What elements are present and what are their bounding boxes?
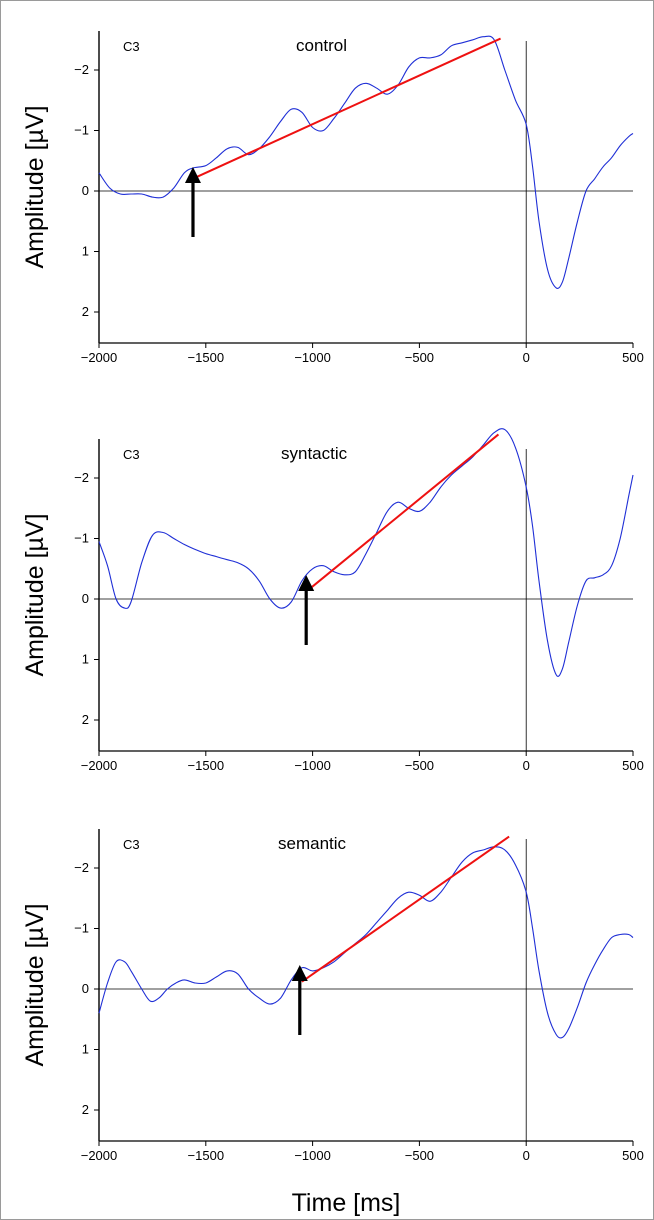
x-tick-label: −2000	[81, 1148, 118, 1163]
erp-waveform-syntactic	[99, 429, 633, 677]
erp-waveform-control	[99, 36, 633, 288]
y-tick-label: 2	[82, 1102, 89, 1117]
x-tick-label: 500	[622, 1148, 644, 1163]
x-axis-title: Time [ms]	[292, 1189, 401, 1217]
y-tick-label: −1	[74, 531, 89, 546]
y-tick-label: −2	[74, 860, 89, 875]
x-tick-label: −1500	[188, 350, 225, 365]
x-tick-label: −500	[405, 350, 434, 365]
y-tick-label: −1	[74, 123, 89, 138]
x-tick-label: −2000	[81, 758, 118, 773]
x-tick-label: −1500	[188, 1148, 225, 1163]
channel-label: C3	[123, 39, 140, 54]
y-tick-label: 2	[82, 712, 89, 727]
erp-waveform-semantic	[99, 847, 633, 1038]
y-tick-label: 1	[82, 652, 89, 667]
panel-title: syntactic	[281, 444, 348, 463]
regression-line-control	[195, 39, 500, 178]
y-tick-label: 0	[82, 183, 89, 198]
x-tick-label: −2000	[81, 350, 118, 365]
onset-arrow-head	[292, 965, 308, 981]
y-tick-label: 2	[82, 304, 89, 319]
x-tick-label: 500	[622, 350, 644, 365]
x-tick-label: −500	[405, 1148, 434, 1163]
y-tick-label: −2	[74, 62, 89, 77]
y-tick-label: 0	[82, 981, 89, 996]
x-tick-label: −1000	[294, 350, 331, 365]
y-axis-title: Amplitude [µV]	[21, 903, 49, 1066]
x-tick-label: −500	[405, 758, 434, 773]
y-tick-label: 1	[82, 1042, 89, 1057]
regression-line-semantic	[302, 837, 509, 982]
y-axis-title: Amplitude [µV]	[21, 105, 49, 268]
y-tick-label: 1	[82, 244, 89, 259]
y-tick-label: 0	[82, 591, 89, 606]
x-tick-label: −1500	[188, 758, 225, 773]
y-tick-label: −2	[74, 470, 89, 485]
x-tick-label: 0	[523, 350, 530, 365]
y-tick-label: −1	[74, 921, 89, 936]
panel-title: semantic	[278, 834, 347, 853]
x-tick-label: 500	[622, 758, 644, 773]
channel-label: C3	[123, 447, 140, 462]
x-tick-label: 0	[523, 1148, 530, 1163]
panel-title: control	[296, 36, 347, 55]
x-tick-label: 0	[523, 758, 530, 773]
x-tick-label: −1000	[294, 758, 331, 773]
y-axis-title: Amplitude [µV]	[21, 513, 49, 676]
x-tick-label: −1000	[294, 1148, 331, 1163]
channel-label: C3	[123, 837, 140, 852]
onset-arrow-head	[185, 167, 201, 183]
